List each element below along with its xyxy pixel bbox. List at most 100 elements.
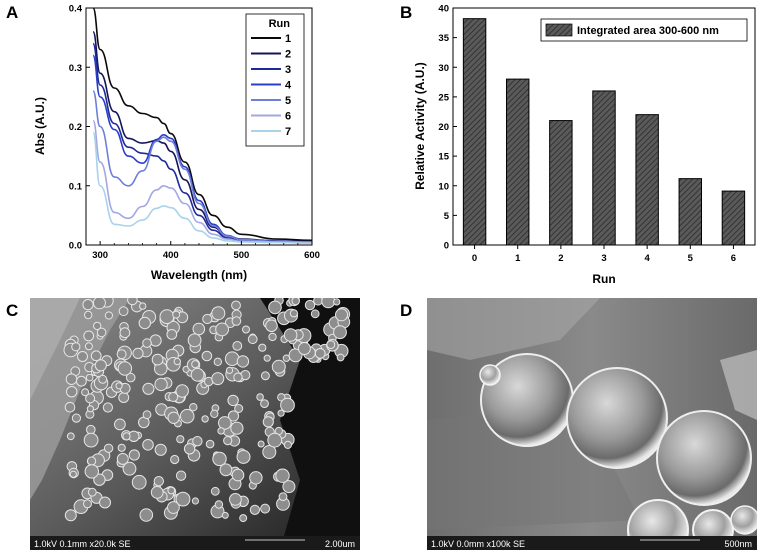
- chart-a-ytick-label: 0.3: [69, 63, 82, 74]
- chart-b-ytick-label: 30: [438, 63, 449, 74]
- sem-c-particle: [267, 432, 283, 448]
- chart-b-bar-run-1: [505, 78, 530, 246]
- sem-c-particle: [84, 464, 100, 479]
- chart-a-xtick-label: 300: [92, 250, 108, 261]
- sem-c-particle: [94, 359, 107, 372]
- sem-c-particle: [86, 405, 95, 413]
- sem-c-particle: [87, 487, 97, 497]
- sem-c-particle: [257, 440, 265, 448]
- sem-c-particle: [275, 468, 290, 483]
- sem-c-particle: [116, 452, 129, 465]
- sem-c-particle: [232, 341, 243, 351]
- chart-a-legend-label-6: 6: [285, 111, 291, 123]
- sem-c-particle: [247, 334, 258, 345]
- sem-c-particle: [268, 332, 277, 342]
- sem-c-particle: [66, 432, 75, 441]
- sem-c-particle: [283, 440, 292, 449]
- sem-c-particle: [153, 476, 165, 487]
- sem-c-particle: [104, 311, 114, 320]
- chart-a-legend-label-1: 1: [285, 33, 291, 45]
- sem-c-particle: [175, 384, 189, 398]
- chart-a-series-3-line: [92, 42, 312, 243]
- sem-c-particle: [231, 300, 241, 311]
- sem-c-particle: [233, 372, 243, 382]
- sem-c-particle: [260, 371, 270, 381]
- chart-b-ytick-label: 40: [438, 4, 449, 15]
- sem-c-particle: [278, 492, 288, 502]
- sem-d-sphere: [656, 410, 752, 506]
- sem-c-particle: [201, 350, 213, 362]
- chart-b-xlabel: Run: [592, 272, 615, 286]
- chart-b-ytick-label: 20: [438, 122, 449, 133]
- sem-c-particle: [249, 504, 260, 515]
- sem-c-particle: [168, 392, 179, 402]
- sem-c-particle: [76, 375, 87, 387]
- chart-a-series-7-line: [92, 131, 312, 244]
- sem-c-particle: [64, 509, 77, 522]
- sem-c-particle: [127, 298, 138, 306]
- sem-c-particle: [96, 327, 107, 338]
- sem-c-particle: [218, 416, 232, 430]
- sem-c-particle: [116, 349, 127, 360]
- sem-c-particle: [310, 309, 320, 319]
- sem-image-c: 1.0kV 0.1mm x20.0k SE 2.00um: [30, 298, 360, 550]
- chart-a-legend-title: Run: [269, 18, 291, 30]
- chart-a-legend-label-3: 3: [285, 64, 291, 76]
- sem-image-d: 1.0kV 0.0mm x100k SE 500nm: [427, 298, 757, 550]
- sem-c-particle: [142, 439, 154, 451]
- sem-c-particle: [213, 357, 223, 366]
- chart-b-bar-run-5: [678, 178, 703, 246]
- sem-c-particle: [271, 359, 286, 374]
- sem-c-particle: [66, 386, 78, 398]
- sem-c-particle: [333, 298, 341, 306]
- chart-a-xlabel: Wavelength (nm): [151, 268, 247, 282]
- sem-c-particle: [139, 508, 154, 522]
- chart-a-legend-box: [245, 13, 305, 147]
- chart-b-bar-run-2: [549, 120, 573, 246]
- sem-c-particle: [277, 409, 285, 417]
- sem-c-particle: [98, 374, 108, 384]
- sem-c-particle: [190, 367, 205, 382]
- chart-b-bar-run-4: [635, 114, 659, 246]
- sem-d-sphere: [479, 364, 501, 386]
- sem-c-particle: [142, 382, 155, 395]
- sem-c-particle: [128, 449, 140, 461]
- sem-c-scale-label: 2.00um: [325, 539, 355, 549]
- sem-c-particle: [119, 327, 131, 339]
- sem-c-particle: [139, 302, 147, 310]
- sem-c-particle: [289, 309, 298, 318]
- sem-c-particle: [223, 436, 233, 446]
- sem-c-particle: [71, 413, 82, 423]
- sem-c-particle: [227, 410, 240, 422]
- sem-c-particle: [262, 416, 274, 428]
- sem-c-particle: [150, 486, 164, 499]
- sem-c-particle: [201, 415, 209, 423]
- sem-c-particle: [142, 410, 152, 420]
- chart-b-ytick-label: 0: [444, 241, 449, 252]
- chart-b-xtick-label: 1: [515, 253, 521, 264]
- sem-c-particle: [242, 325, 250, 334]
- chart-a-ylabel: Abs (A.U.): [33, 97, 47, 155]
- chart-b-bar-run-6: [721, 190, 746, 246]
- panel-label-b: B: [400, 3, 412, 22]
- sem-c-particle: [231, 468, 245, 482]
- chart-a-ytick-label: 0.1: [69, 181, 83, 192]
- sem-c-particle: [102, 402, 114, 413]
- sem-c-particle: [291, 298, 300, 306]
- sem-c-particle: [234, 404, 244, 413]
- sem-c-particle: [117, 443, 126, 452]
- sem-c-particle: [221, 511, 229, 519]
- sem-c-particle: [231, 316, 242, 326]
- sem-c-particle: [166, 329, 178, 340]
- sem-c-particle: [65, 373, 78, 386]
- sem-c-particle: [202, 313, 213, 325]
- sem-c-particle: [173, 357, 182, 366]
- sem-c-particle: [211, 372, 225, 386]
- chart-a-absorbance: 300 400 500 600 0.0 0.1 0.2 0.3 0.4 Abs (A.U.) W…: [33, 4, 320, 283]
- sem-c-particle: [84, 342, 93, 351]
- panel-label-c: C: [6, 301, 18, 320]
- sem-c-particle: [260, 503, 271, 514]
- chart-a-ytick-label: 0.2: [69, 122, 82, 133]
- chart-b-ylabel: Relative Activity (A.U.): [413, 62, 427, 190]
